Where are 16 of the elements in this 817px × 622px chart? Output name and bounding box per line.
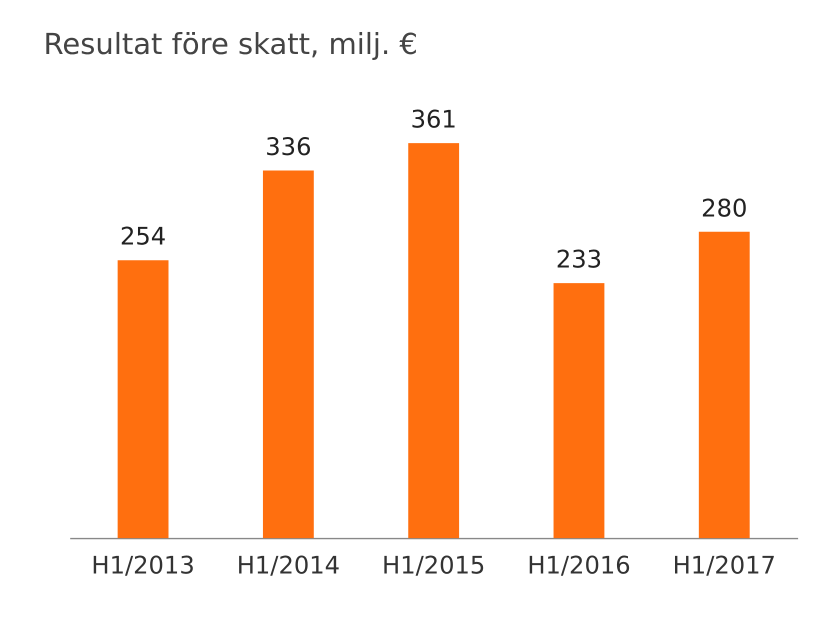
data-label: 336 (265, 132, 312, 161)
x-tick-label: H1/2014 (236, 551, 340, 580)
x-tick-label: H1/2015 (382, 551, 486, 580)
x-tick-label: H1/2017 (672, 551, 776, 580)
x-tick-label: H1/2016 (527, 551, 631, 580)
x-tick-label: H1/2013 (91, 551, 195, 580)
bar (118, 260, 168, 538)
bar (262, 170, 314, 538)
data-label: 233 (556, 246, 602, 274)
bar (698, 232, 750, 538)
chart-title: Resultat före skatt, milj. € (44, 27, 418, 62)
data-label: 254 (120, 222, 166, 251)
data-label: 280 (701, 194, 748, 222)
bar (554, 283, 604, 538)
data-label: 361 (410, 106, 457, 134)
bar (408, 143, 460, 538)
